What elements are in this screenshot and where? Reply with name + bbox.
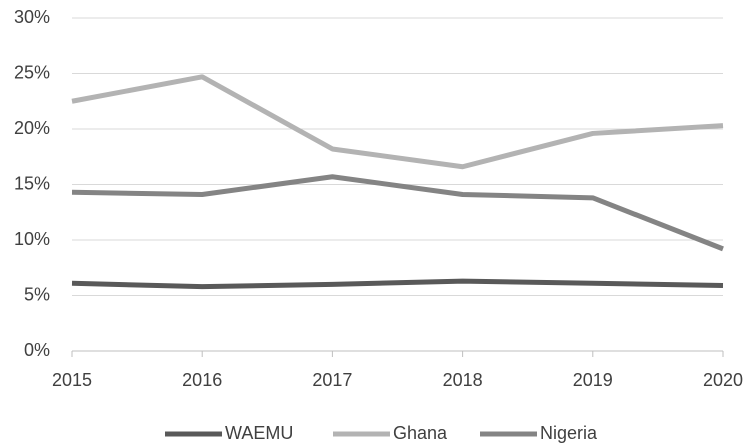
series-line <box>71 74 724 170</box>
y-tick-label: 0% <box>24 340 50 360</box>
x-tick-label: 2020 <box>703 370 743 390</box>
y-tick-label: 25% <box>14 62 50 82</box>
y-tick-label: 5% <box>24 284 50 304</box>
y-tick-label: 20% <box>14 118 50 138</box>
x-tick-label: 2015 <box>52 370 92 390</box>
legend-label: Nigeria <box>540 423 598 443</box>
x-tick-label: 2016 <box>182 370 222 390</box>
series-line <box>71 278 724 290</box>
y-tick-label: 15% <box>14 173 50 193</box>
x-tick-label: 2019 <box>573 370 613 390</box>
x-tick-label: 2018 <box>443 370 483 390</box>
y-tick-label: 10% <box>14 229 50 249</box>
legend-label: WAEMU <box>225 423 293 443</box>
legend-label: Ghana <box>393 423 448 443</box>
x-tick-label: 2017 <box>312 370 352 390</box>
y-tick-label: 30% <box>14 7 50 27</box>
series-line <box>71 174 724 252</box>
